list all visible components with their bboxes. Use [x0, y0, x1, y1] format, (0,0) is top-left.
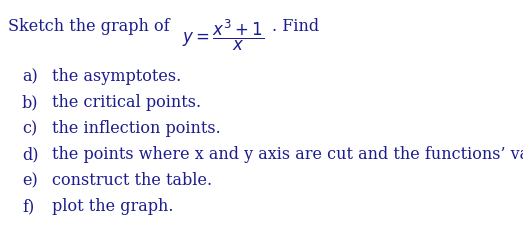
- Text: the points where x and y axis are cut and the functions’ value.: the points where x and y axis are cut an…: [52, 145, 523, 162]
- Text: a): a): [22, 68, 38, 85]
- Text: the inflection points.: the inflection points.: [52, 120, 221, 136]
- Text: the critical points.: the critical points.: [52, 94, 201, 111]
- Text: Sketch the graph of: Sketch the graph of: [8, 18, 180, 35]
- Text: b): b): [22, 94, 39, 111]
- Text: f): f): [22, 197, 34, 214]
- Text: the asymptotes.: the asymptotes.: [52, 68, 181, 85]
- Text: plot the graph.: plot the graph.: [52, 197, 174, 214]
- Text: c): c): [22, 120, 37, 136]
- Text: . Find: . Find: [272, 18, 319, 35]
- Text: e): e): [22, 171, 38, 188]
- Text: d): d): [22, 145, 39, 162]
- Text: construct the table.: construct the table.: [52, 171, 212, 188]
- Text: $y=\dfrac{x^{3}+1}{x}$: $y=\dfrac{x^{3}+1}{x}$: [182, 18, 264, 53]
